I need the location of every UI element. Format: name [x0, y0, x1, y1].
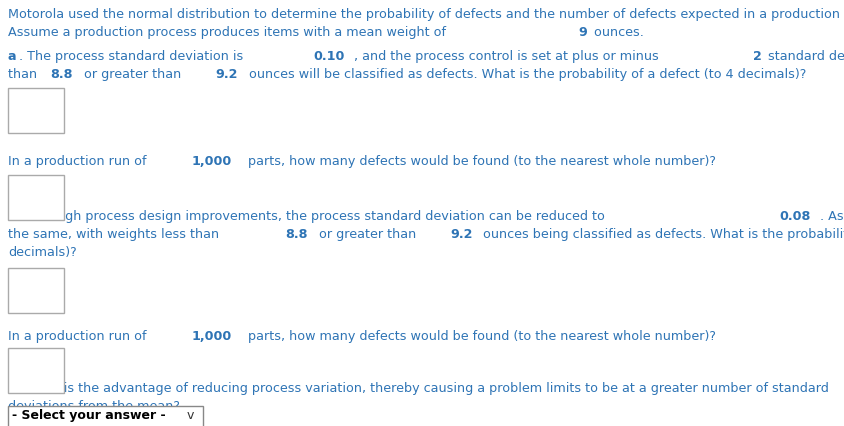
Text: a: a	[8, 50, 17, 63]
Text: 0.10: 0.10	[313, 50, 344, 63]
Text: or greater than: or greater than	[79, 68, 185, 81]
Text: 8.8: 8.8	[51, 68, 73, 81]
Text: ounces.: ounces.	[589, 26, 643, 39]
Text: v: v	[187, 409, 194, 422]
Text: than: than	[8, 68, 41, 81]
Text: decimals)?: decimals)?	[8, 246, 77, 259]
Bar	[8, 268, 64, 313]
Text: c: c	[8, 382, 15, 395]
Text: - Select your answer -: - Select your answer -	[12, 409, 165, 422]
Text: 1,000: 1,000	[192, 330, 232, 343]
Bar	[8, 406, 203, 426]
Bar	[8, 88, 64, 133]
Text: b: b	[8, 210, 17, 223]
Text: ounces being classified as defects. What is the probability of a defect (to 4: ounces being classified as defects. What…	[479, 228, 844, 241]
Bar	[8, 348, 64, 393]
Text: . What is the advantage of reducing process variation, thereby causing a problem: . What is the advantage of reducing proc…	[18, 382, 828, 395]
Text: 2: 2	[752, 50, 760, 63]
Text: 9.2: 9.2	[450, 228, 473, 241]
Text: 8.8: 8.8	[285, 228, 308, 241]
Text: 1,000: 1,000	[192, 155, 232, 168]
Text: 9.2: 9.2	[215, 68, 238, 81]
Text: or greater than: or greater than	[314, 228, 419, 241]
Text: In a production run of: In a production run of	[8, 155, 150, 168]
Text: parts, how many defects would be found (to the nearest whole number)?: parts, how many defects would be found (…	[244, 330, 715, 343]
Text: deviations from the mean?: deviations from the mean?	[8, 400, 180, 413]
Text: Motorola used the normal distribution to determine the probability of defects an: Motorola used the normal distribution to…	[8, 8, 844, 21]
Text: . Through process design improvements, the process standard deviation can be red: . Through process design improvements, t…	[20, 210, 608, 223]
Text: parts, how many defects would be found (to the nearest whole number)?: parts, how many defects would be found (…	[244, 155, 715, 168]
Bar	[8, 175, 64, 220]
Text: 0.08: 0.08	[779, 210, 810, 223]
Text: Assume a production process produces items with a mean weight of: Assume a production process produces ite…	[8, 26, 450, 39]
Text: In a production run of: In a production run of	[8, 330, 150, 343]
Text: . Assume the process control remains: . Assume the process control remains	[820, 210, 844, 223]
Text: ounces will be classified as defects. What is the probability of a defect (to 4 : ounces will be classified as defects. Wh…	[244, 68, 805, 81]
Text: the same, with weights less than: the same, with weights less than	[8, 228, 223, 241]
Text: , and the process control is set at plus or minus: , and the process control is set at plus…	[354, 50, 662, 63]
Text: standard deviations. Units with weights less: standard deviations. Units with weights …	[763, 50, 844, 63]
Text: 9: 9	[577, 26, 587, 39]
Text: . The process standard deviation is: . The process standard deviation is	[19, 50, 247, 63]
